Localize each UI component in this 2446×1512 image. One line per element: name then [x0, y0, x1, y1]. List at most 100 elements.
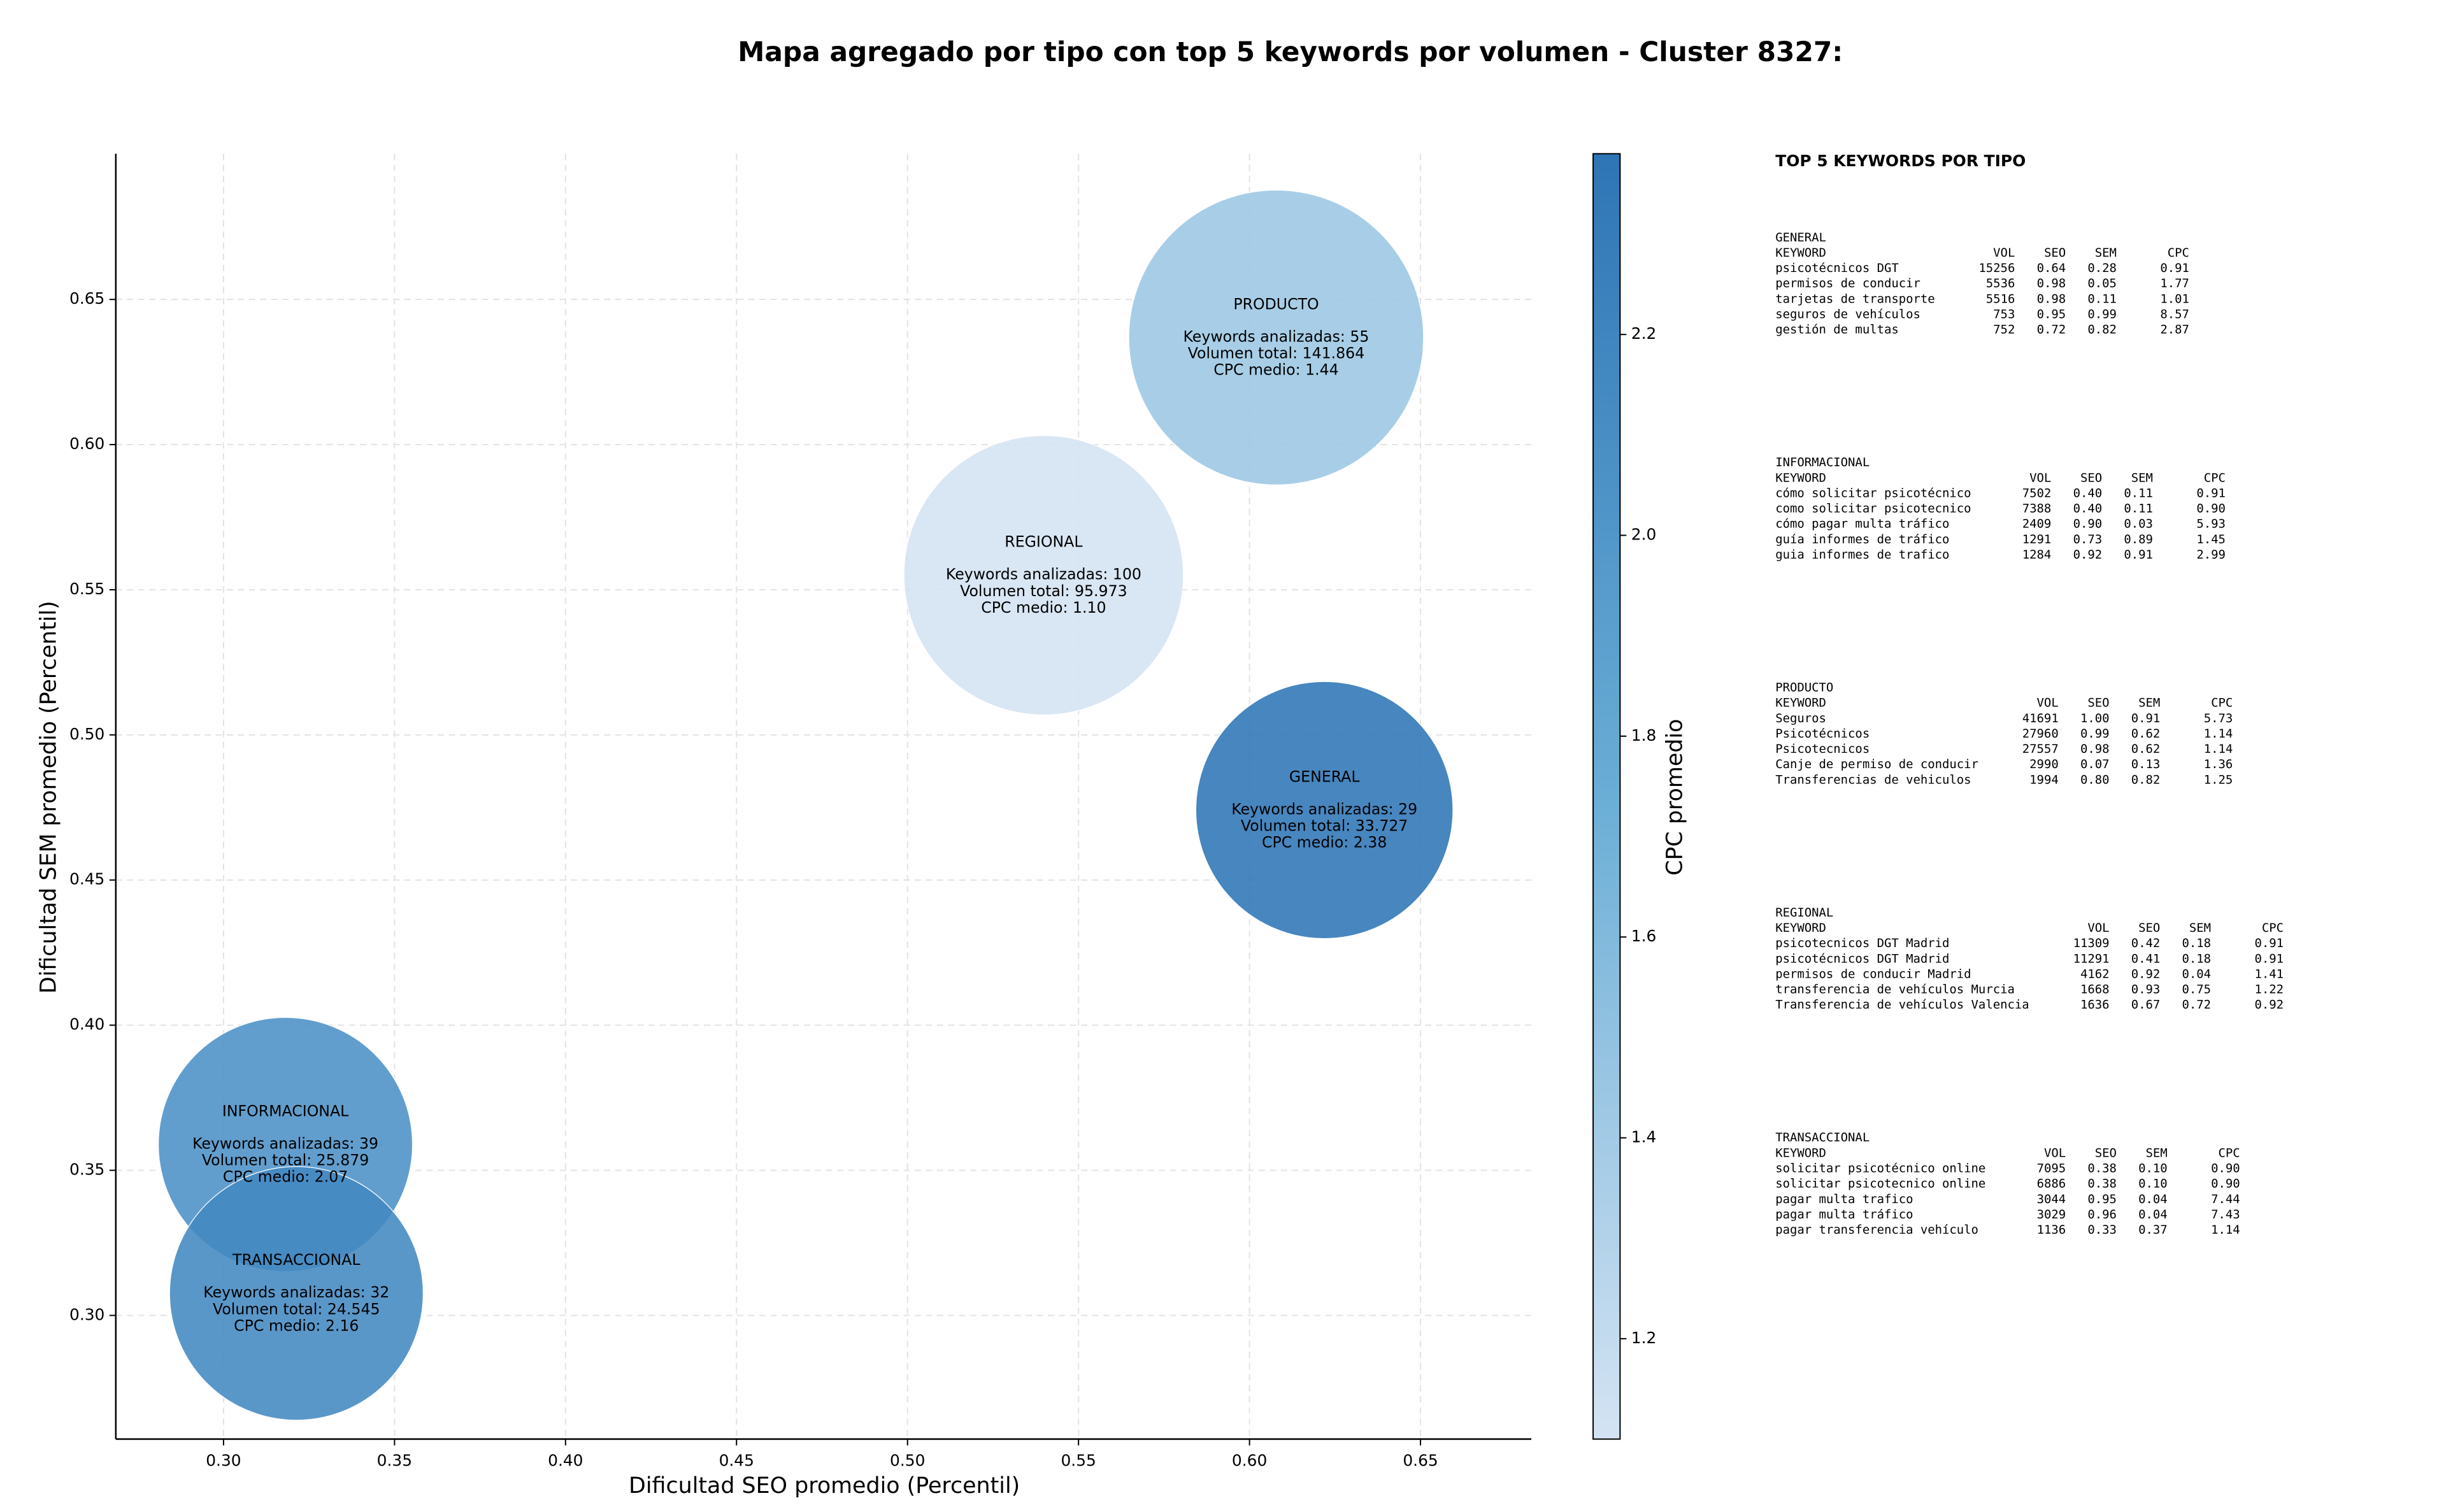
keyword-cell: Transferencia de vehículos Valencia: [1775, 998, 2029, 1012]
value-cell: 1.25: [2204, 773, 2233, 787]
value-cell: VOL: [2029, 471, 2051, 485]
value-cell: 0.42: [2131, 936, 2161, 950]
bubble-annotation: CPC medio: 2.16: [234, 1316, 359, 1334]
value-cell: CPC: [2218, 1146, 2240, 1160]
value-cell: 0.04: [2138, 1192, 2168, 1206]
keyword-cell: solicitar psicotecnico online: [1775, 1177, 1985, 1191]
bubble: [169, 1166, 424, 1421]
value-cell: 0.72: [2182, 998, 2212, 1012]
value-cell: 0.95: [2087, 1192, 2117, 1206]
y-tick-label: 0.60: [69, 434, 104, 453]
value-cell: VOL: [2037, 696, 2059, 710]
bubble-annotation: CPC medio: 2.07: [223, 1168, 348, 1186]
bubble-name: PRODUCTO: [1233, 295, 1319, 313]
keyword-cell: como solicitar psicotecnico: [1775, 502, 1971, 516]
value-cell: 0.90: [2211, 1161, 2240, 1175]
value-cell: 0.92: [2073, 548, 2103, 562]
value-cell: 7502: [2022, 486, 2052, 500]
value-cell: 1.77: [2160, 276, 2189, 290]
group-name: GENERAL: [1775, 231, 1826, 245]
value-cell: 0.99: [2087, 307, 2117, 321]
bubble-annotation: CPC medio: 1.10: [981, 599, 1106, 617]
value-cell: 1.00: [2080, 711, 2110, 725]
value-cell: 0.72: [2037, 323, 2066, 337]
x-tick-label: 0.50: [890, 1451, 925, 1469]
value-cell: 0.18: [2182, 952, 2212, 966]
value-cell: 5.93: [2196, 517, 2226, 531]
value-cell: 0.64: [2037, 261, 2066, 275]
value-cell: 0.98: [2080, 742, 2110, 756]
colorbar-tick-label: 2.2: [1631, 324, 1657, 343]
value-cell: 0.93: [2131, 983, 2161, 997]
keyword-cell: KEYWORD: [1775, 1146, 1826, 1160]
value-cell: 0.92: [2255, 998, 2284, 1012]
value-cell: 0.92: [2131, 967, 2161, 981]
bubble-annotation: Keywords analizadas: 100: [946, 566, 1141, 583]
value-cell: 0.62: [2131, 727, 2161, 741]
bubble-annotation: Volumen total: 95.973: [960, 582, 1127, 600]
keyword-cell: Seguros: [1775, 711, 1826, 725]
value-cell: 753: [1993, 307, 2015, 321]
value-cell: VOL: [1993, 246, 2015, 260]
colorbar-tick-label: 1.4: [1631, 1128, 1657, 1146]
group-name: TRANSACCIONAL: [1775, 1130, 1870, 1145]
value-cell: SEO: [2138, 921, 2160, 935]
bubble: [1195, 681, 1454, 939]
value-cell: 1136: [2037, 1223, 2066, 1237]
keyword-cell: seguros de vehículos: [1775, 307, 1920, 321]
colorbar-label: CPC promedio: [1662, 719, 1687, 876]
x-tick-label: 0.45: [719, 1451, 754, 1469]
value-cell: 0.40: [2073, 502, 2103, 516]
value-cell: 1.45: [2196, 532, 2226, 546]
keyword-cell: pagar multa tráfico: [1775, 1208, 1913, 1222]
value-cell: SEM: [2138, 696, 2160, 710]
value-cell: 0.82: [2131, 773, 2161, 787]
value-cell: 0.91: [2124, 548, 2153, 562]
value-cell: 3029: [2037, 1208, 2066, 1222]
value-cell: 8.57: [2160, 307, 2189, 321]
bubble-annotation: CPC medio: 2.38: [1262, 834, 1387, 852]
keyword-cell: Psicotecnicos: [1775, 742, 1870, 756]
value-cell: 1994: [2029, 773, 2059, 787]
value-cell: 1.22: [2255, 983, 2284, 997]
value-cell: 7.43: [2211, 1208, 2240, 1222]
value-cell: 0.90: [2073, 517, 2103, 531]
value-cell: CPC: [2211, 696, 2233, 710]
y-tick-label: 0.40: [69, 1015, 104, 1034]
value-cell: 0.89: [2124, 532, 2153, 546]
value-cell: SEO: [2044, 246, 2066, 260]
value-cell: 0.10: [2138, 1177, 2168, 1191]
y-tick-label: 0.55: [69, 580, 104, 598]
bubble-annotation: Keywords analizadas: 29: [1231, 800, 1417, 818]
value-cell: 0.90: [2211, 1177, 2240, 1191]
value-cell: 1.14: [2211, 1223, 2240, 1237]
x-tick-label: 0.65: [1403, 1451, 1438, 1469]
value-cell: 0.91: [2160, 261, 2189, 275]
bubble-annotation: Volumen total: 24.545: [213, 1300, 380, 1318]
bubble-name: GENERAL: [1289, 767, 1360, 785]
value-cell: 2.99: [2196, 548, 2226, 562]
value-cell: 27557: [2022, 742, 2059, 756]
value-cell: SEM: [2189, 921, 2211, 935]
value-cell: SEM: [2146, 1146, 2168, 1160]
value-cell: 1.01: [2160, 292, 2189, 306]
value-cell: 5.73: [2204, 711, 2233, 725]
value-cell: 0.67: [2131, 998, 2161, 1012]
bubble-annotation: CPC medio: 1.44: [1213, 361, 1338, 379]
value-cell: 4162: [2080, 967, 2110, 981]
keyword-cell: KEYWORD: [1775, 921, 1826, 935]
x-tick-label: 0.55: [1061, 1451, 1096, 1469]
value-cell: 0.33: [2087, 1223, 2117, 1237]
value-cell: 0.98: [2037, 276, 2066, 290]
value-cell: 6886: [2037, 1177, 2066, 1191]
value-cell: 7388: [2022, 502, 2052, 516]
value-cell: 2.87: [2160, 323, 2189, 337]
value-cell: 0.41: [2131, 952, 2161, 966]
value-cell: VOL: [2044, 1146, 2066, 1160]
group-name: PRODUCTO: [1775, 680, 1833, 694]
keyword-cell: KEYWORD: [1775, 471, 1826, 485]
bubble-annotation: Volumen total: 33.727: [1241, 817, 1408, 835]
value-cell: 0.91: [2196, 486, 2226, 500]
